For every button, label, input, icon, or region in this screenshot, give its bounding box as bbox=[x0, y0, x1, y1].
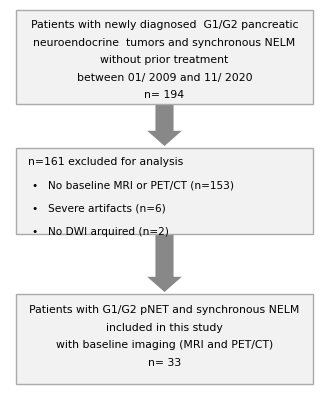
Text: Severe artifacts (n=6): Severe artifacts (n=6) bbox=[48, 204, 165, 214]
Text: •: • bbox=[31, 181, 38, 191]
Polygon shape bbox=[147, 234, 182, 292]
FancyBboxPatch shape bbox=[16, 148, 313, 234]
Text: n=161 excluded for analysis: n=161 excluded for analysis bbox=[28, 157, 183, 167]
Text: Patients with G1/G2 pNET and synchronous NELM: Patients with G1/G2 pNET and synchronous… bbox=[29, 305, 300, 315]
Text: n= 194: n= 194 bbox=[144, 90, 185, 100]
Text: without prior treatment: without prior treatment bbox=[100, 55, 229, 65]
Text: No DWI arquired (n=2): No DWI arquired (n=2) bbox=[48, 227, 168, 237]
Text: Patients with newly diagnosed  G1/G2 pancreatic: Patients with newly diagnosed G1/G2 panc… bbox=[31, 20, 298, 30]
FancyBboxPatch shape bbox=[16, 10, 313, 104]
Text: neuroendocrine  tumors and synchronous NELM: neuroendocrine tumors and synchronous NE… bbox=[33, 38, 296, 48]
Text: n= 33: n= 33 bbox=[148, 358, 181, 368]
Text: between 01/ 2009 and 11/ 2020: between 01/ 2009 and 11/ 2020 bbox=[77, 73, 252, 83]
Text: •: • bbox=[31, 204, 38, 214]
Polygon shape bbox=[147, 104, 182, 146]
Text: No baseline MRI or PET/CT (n=153): No baseline MRI or PET/CT (n=153) bbox=[48, 181, 234, 191]
FancyBboxPatch shape bbox=[16, 294, 313, 384]
Text: •: • bbox=[31, 227, 38, 237]
Text: included in this study: included in this study bbox=[106, 323, 223, 333]
Text: with baseline imaging (MRI and PET/CT): with baseline imaging (MRI and PET/CT) bbox=[56, 340, 273, 350]
